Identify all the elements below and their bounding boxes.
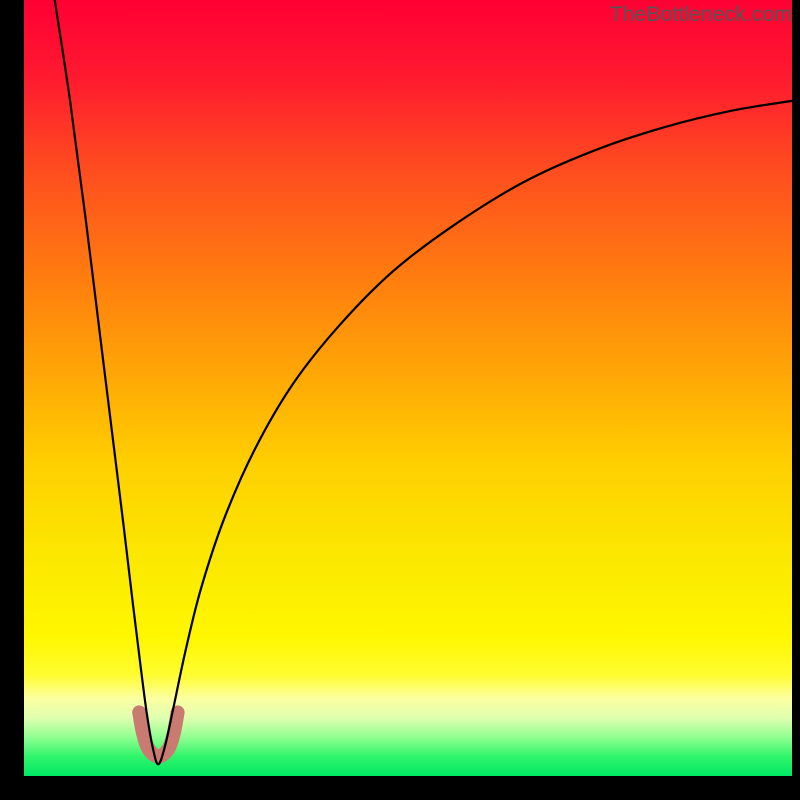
source-attribution-label: TheBottleneck.com [610,2,792,27]
border-bottom [0,776,800,800]
border-left [0,0,24,800]
border-right [792,0,800,800]
bottleneck-chart-container: TheBottleneck.com [0,0,800,800]
chart-svg [0,0,800,800]
chart-canvas [0,0,800,800]
